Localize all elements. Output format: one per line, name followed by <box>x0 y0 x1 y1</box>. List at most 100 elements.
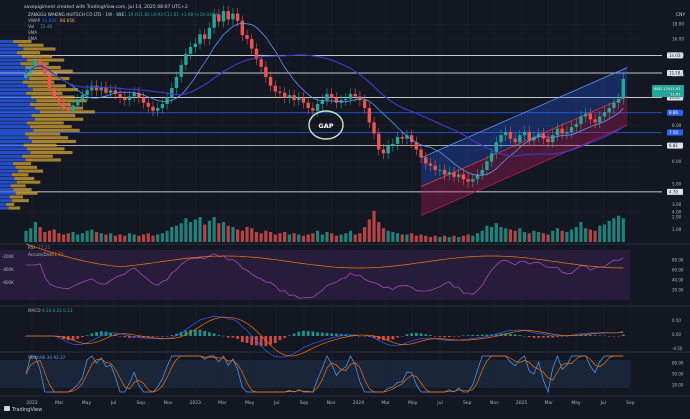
vp-bar-up <box>0 114 32 118</box>
rsi-right-tick: 20.00 <box>672 288 684 293</box>
macd-hist-bar <box>118 336 122 337</box>
volume-tick-label: 1.00 <box>672 227 682 232</box>
macd-label[interactable]: MACD <box>28 308 41 313</box>
macd-hist-bar <box>372 336 376 338</box>
tradingview-logo[interactable]: TradingView <box>4 406 42 413</box>
candle-body <box>367 108 372 123</box>
candle-body <box>381 149 386 154</box>
vp-bar-up <box>0 154 23 158</box>
volume-bar <box>189 222 193 242</box>
gap-annotation[interactable]: GAP <box>308 110 344 140</box>
level-badge <box>667 69 683 76</box>
volume-bar <box>457 237 461 242</box>
macd-hist-bar <box>76 336 80 339</box>
volume-bar <box>203 224 207 242</box>
macd-hist-bar <box>358 335 362 337</box>
macd-hist-bar <box>419 333 423 336</box>
macd-hist-bar <box>62 336 66 339</box>
macd-hist-bar <box>212 333 216 336</box>
vp-bar-down <box>24 73 58 77</box>
rsi-label[interactable]: RSI <box>28 245 35 250</box>
vp-bar-down <box>23 47 56 51</box>
volume-bar <box>424 235 428 242</box>
volume-bar <box>151 235 155 242</box>
time-tick-label: Nov <box>164 400 173 406</box>
volume-bar <box>546 234 550 242</box>
volume-bar <box>372 210 376 242</box>
candle-body <box>485 161 489 170</box>
level-badge <box>667 129 683 136</box>
macd-hist-bar <box>438 336 442 337</box>
tradingview-logo-icon <box>4 406 10 411</box>
volume-bar <box>240 230 244 242</box>
volume-bar <box>250 228 254 242</box>
candle-body <box>113 90 118 94</box>
candle-body <box>598 116 602 123</box>
volume-bar <box>344 233 348 242</box>
macd-hist-bar <box>316 332 319 336</box>
candle-body <box>353 93 357 97</box>
volume-bar <box>273 234 277 242</box>
vp-bar-down <box>31 114 76 118</box>
vp-bar-down <box>21 54 53 58</box>
vwap-label[interactable]: VWAP <box>28 18 41 23</box>
volume-bar <box>490 227 494 242</box>
macd-hist-bar <box>457 336 461 337</box>
macd-hist-bar <box>184 330 188 336</box>
macd-hist-bar <box>236 336 240 339</box>
volume-bar <box>160 233 164 242</box>
candle-body <box>306 102 310 109</box>
macd-hist-bar <box>269 336 272 345</box>
macd-tick: 0.50 <box>672 318 681 323</box>
volume-bar <box>315 230 320 242</box>
volume-bar <box>33 222 38 242</box>
macd-hist-bar <box>424 334 428 336</box>
candle-body <box>405 135 409 139</box>
candle-body <box>226 11 230 20</box>
price-tick-label: 4.00 <box>672 210 682 215</box>
vwap-value-2: 84.656 <box>60 18 75 23</box>
time-tick-label: Nov <box>490 400 499 406</box>
vp-bar-down <box>5 202 15 206</box>
macd-hist-bar <box>292 333 296 336</box>
candle-body <box>33 60 38 67</box>
volume-bar <box>607 220 611 242</box>
macd-hist-bar <box>617 335 620 337</box>
symbol-line[interactable]: ZANGGU WAKING HUITECH CO LTD · 1W · SSE <box>28 12 124 17</box>
vp-bar-down <box>12 199 29 203</box>
vol-label[interactable]: Vol <box>28 24 34 29</box>
vp-bar-up <box>0 169 19 173</box>
macd-hist-bar <box>499 333 503 336</box>
volume-bar <box>113 235 117 242</box>
vp-bar-up <box>0 51 17 55</box>
volume-bar <box>569 229 574 242</box>
macd-hist-bar <box>480 334 484 336</box>
ad-label[interactable]: Accum/Dist <box>28 252 52 257</box>
candle-body <box>518 135 522 143</box>
channel-mid-line <box>420 96 628 187</box>
candle-body <box>433 165 437 170</box>
vp-bar-up <box>0 139 32 143</box>
sma-slow-label[interactable]: SMA <box>28 36 37 41</box>
sma-fast-label[interactable]: SMA <box>28 30 37 35</box>
stoch-label[interactable]: Stoch <box>28 355 40 360</box>
time-tick-label: Mar <box>218 400 227 406</box>
candle-body <box>146 102 150 107</box>
vp-bar-down <box>25 132 61 136</box>
candle-body <box>104 86 108 93</box>
volume-bar <box>428 237 433 242</box>
macd-hist-bar <box>537 336 541 338</box>
candle-body <box>377 133 381 150</box>
macd-hist-bar <box>306 331 310 336</box>
ad-value: -61.71 <box>50 252 64 257</box>
vp-bar-down <box>13 162 32 166</box>
macd-hist-bar <box>494 333 498 336</box>
rsi-left-tick: -400K <box>2 267 14 272</box>
macd-hist-bar <box>283 336 287 338</box>
gap-circle[interactable] <box>308 110 344 140</box>
price-tick-label: 8.00 <box>672 123 682 128</box>
main-pane[interactable] <box>0 0 690 244</box>
macd-hist-bar <box>137 336 141 338</box>
gap-label: GAP <box>318 122 333 130</box>
